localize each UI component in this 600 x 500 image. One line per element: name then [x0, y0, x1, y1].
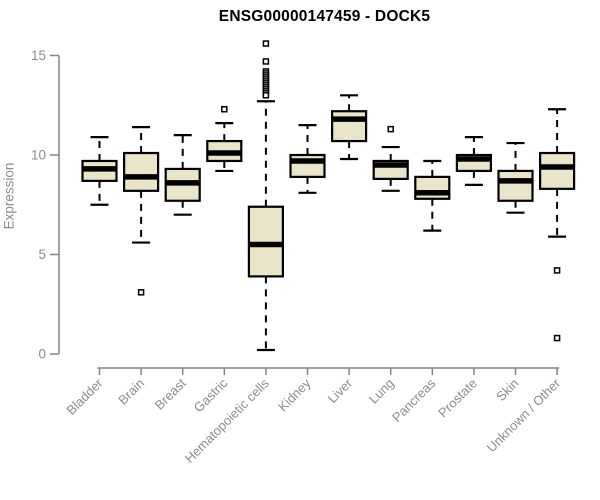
x-tick-label-10: Skin	[493, 376, 521, 404]
boxplot-brain[interactable]	[122, 126, 160, 296]
iqr-box	[331, 110, 368, 143]
iqr-box	[538, 151, 576, 190]
y-tick-label: 0	[38, 347, 46, 362]
x-tick-label-1: Brain	[115, 376, 147, 408]
chart-title: ENSG00000147459 - DOCK5	[218, 8, 431, 25]
outlier-point	[553, 334, 561, 342]
iqr-box	[497, 169, 534, 202]
x-tick-label-2: Breast	[152, 375, 189, 412]
outlier-point	[262, 40, 270, 47]
y-tick-label: 15	[31, 48, 46, 63]
outlier-point	[553, 267, 561, 274]
boxplot-bladder[interactable]	[81, 135, 118, 206]
y-tick-label: 5	[38, 247, 46, 262]
boxplot-unknown-other[interactable]	[538, 108, 576, 342]
boxplot-hematopoietic-cells[interactable]	[247, 40, 284, 352]
x-tick-label-11: Unknown / Other	[484, 375, 564, 455]
y-axis: 0 5 10 15	[31, 48, 60, 362]
boxplot-breast[interactable]	[164, 134, 201, 216]
x-tick-label-6: Liver	[325, 375, 356, 406]
x-tick-label-3: Gastric	[191, 375, 231, 415]
boxplot-prostate[interactable]	[455, 135, 492, 186]
outlier-point	[262, 92, 270, 99]
boxplot-kidney[interactable]	[289, 124, 326, 194]
iqr-box	[247, 205, 284, 278]
outlier-point	[221, 105, 228, 113]
outlier-point	[137, 289, 145, 296]
x-tick-label-8: Pancreas	[389, 375, 439, 425]
outlier-point	[387, 125, 394, 133]
x-tick-label-0: Bladder	[63, 375, 106, 418]
boxplot-pancreas[interactable]	[414, 159, 451, 232]
outlier-point	[262, 58, 270, 65]
boxplot-liver[interactable]	[331, 94, 368, 161]
iqr-box	[122, 151, 160, 192]
y-tick-label: 10	[31, 148, 46, 163]
boxplot-gastric[interactable]	[206, 105, 243, 173]
x-tick-label-9: Prostate	[435, 376, 480, 421]
boxplot-skin[interactable]	[497, 141, 534, 214]
boxplot-lung[interactable]	[372, 125, 409, 192]
x-tick-label-5: Kidney	[275, 375, 314, 414]
x-tick-label-7: Lung	[366, 376, 397, 407]
